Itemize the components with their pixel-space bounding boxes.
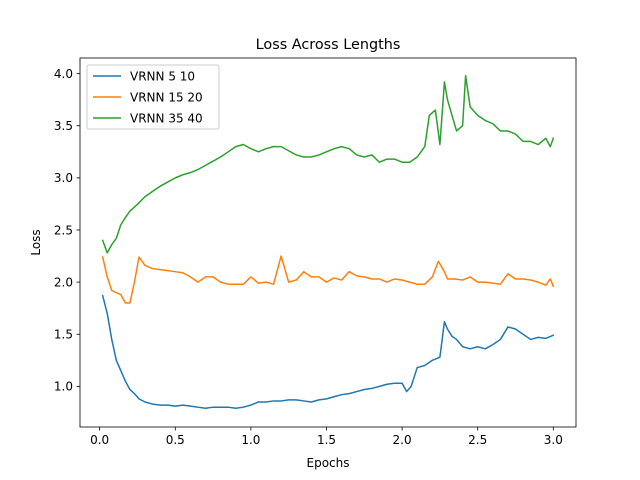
x-tick-label: 3.0 [544,433,563,447]
series-line-1 [101,294,555,409]
x-tick-label: 0.5 [166,433,185,447]
x-axis-ticks: 0.0 0.5 1.0 1.5 2.0 2.5 3.0 [90,427,563,447]
y-tick-label: 2.5 [54,223,73,237]
x-tick-label: 1.0 [241,433,260,447]
x-tick-label: 0.0 [90,433,109,447]
y-tick-label: 3.5 [54,119,73,133]
x-tick-label: 2.5 [468,433,487,447]
x-tick-label: 2.0 [393,433,412,447]
legend: VRNN 5 10 VRNN 15 20 VRNN 35 40 [86,64,220,130]
plot-frame [79,57,577,428]
legend-label-3: VRNN 35 40 [130,111,203,125]
series-line-3 [101,74,555,254]
series-line-2 [101,255,555,304]
y-tick-label: 4.0 [54,67,73,81]
chart-title: Loss Across Lengths [256,37,401,53]
y-tick-label: 1.5 [54,328,73,342]
y-tick-label: 2.0 [54,275,73,289]
y-axis-ticks: 1.0 1.5 2.0 2.5 3.0 3.5 4.0 [54,67,80,394]
x-axis-label: Epochs [307,456,350,470]
legend-box [86,64,220,130]
x-tick-label: 1.5 [317,433,336,447]
y-tick-label: 1.0 [54,380,73,394]
legend-label-1: VRNN 5 10 [130,69,195,83]
y-axis-label: Loss [29,229,43,255]
y-tick-label: 3.0 [54,171,73,185]
series-layer [101,74,555,409]
legend-label-2: VRNN 15 20 [130,90,203,104]
